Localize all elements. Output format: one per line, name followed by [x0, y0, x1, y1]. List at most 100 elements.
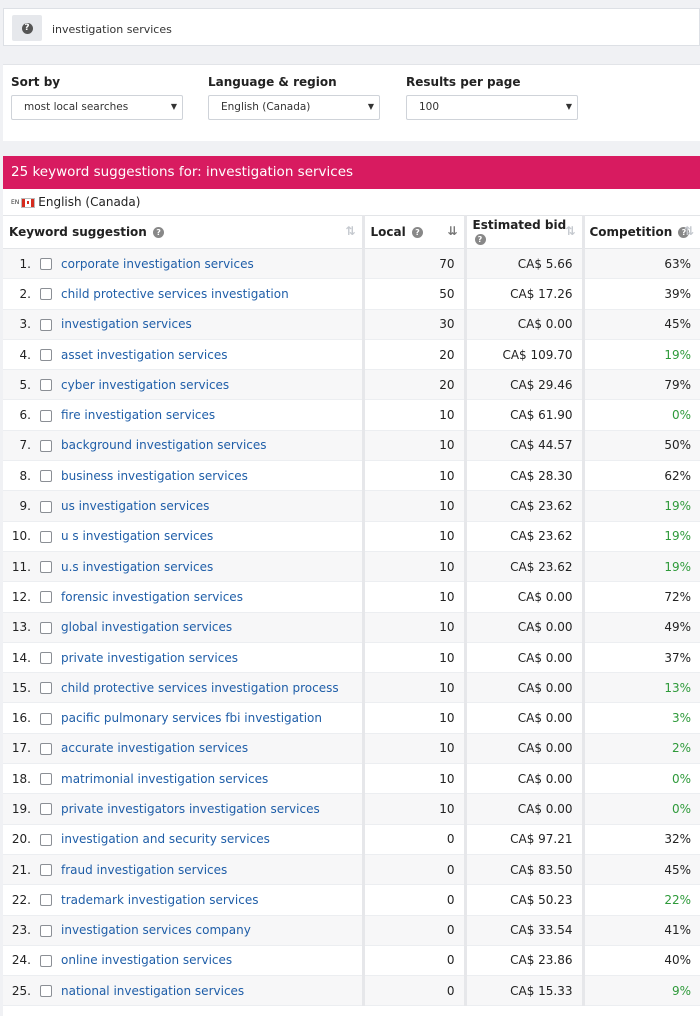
competition-cell: 63% [583, 248, 700, 280]
search-help-button[interactable]: ? [12, 15, 42, 41]
keyword-link[interactable]: investigation and security services [61, 832, 270, 847]
row-checkbox[interactable] [40, 318, 52, 331]
row-checkbox[interactable] [40, 652, 52, 664]
keyword-link[interactable]: background investigation services [61, 438, 267, 453]
row-checkbox[interactable] [40, 621, 52, 634]
keyword-link[interactable]: cyber investigation services [61, 377, 230, 392]
search-input[interactable] [44, 15, 699, 43]
table-row: 8. business investigation services 10 CA$ 2… [3, 460, 700, 492]
keyword-cell: 22. trademark investigation services [3, 884, 365, 916]
keyword-link[interactable]: asset investigation services [61, 347, 228, 362]
keyword-link[interactable]: forensic investigation services [61, 589, 243, 604]
row-checkbox[interactable] [40, 470, 52, 483]
row-checkbox[interactable] [40, 409, 52, 422]
sort-icon[interactable]: ⇅ [683, 224, 694, 238]
sort-icon[interactable]: ⇅ [345, 224, 356, 238]
competition-cell: 2% [583, 733, 700, 765]
keyword-link[interactable]: fraud investigation services [61, 862, 228, 877]
table-row: 17. accurate investigation services 10 CA$ … [3, 733, 700, 765]
filters-panel: Sort by most local searches ▼ Language &… [3, 64, 700, 141]
estimated-bid-cell: CA$ 23.62 [465, 521, 585, 552]
question-icon: ? [411, 227, 423, 238]
row-checkbox[interactable] [40, 954, 52, 967]
keyword-link[interactable]: trademark investigation services [61, 892, 259, 907]
row-checkbox[interactable] [40, 894, 52, 907]
keyword-link[interactable]: child protective services investigation … [61, 680, 339, 695]
keyword-link[interactable]: private investigators investigation serv… [61, 801, 320, 816]
sort-descending-icon[interactable]: ⇊ [447, 224, 458, 238]
keyword-cell: 8. business investigation services [3, 460, 365, 492]
local-searches-cell: 10 [363, 672, 467, 704]
keyword-link[interactable]: child protective services investigation [61, 286, 289, 301]
table-row: 7. background investigation services 10 CA$… [3, 430, 700, 462]
row-checkbox[interactable] [40, 985, 52, 998]
keyword-cell: 18. matrimonial investigation services [3, 763, 365, 795]
row-checkbox[interactable] [40, 530, 52, 543]
keyword-link[interactable]: investigation services company [61, 923, 251, 938]
row-checkbox[interactable] [40, 803, 52, 816]
results-per-page-value: 100 [419, 101, 440, 113]
language-tag: EN [11, 198, 20, 206]
sort-by-select[interactable]: most local searches ▼ [11, 95, 183, 120]
row-checkbox[interactable] [40, 258, 52, 271]
keyword-link[interactable]: global investigation services [61, 620, 233, 635]
row-checkbox[interactable] [40, 924, 52, 937]
sort-icon[interactable]: ⇅ [565, 224, 576, 238]
row-index: 15. [11, 680, 31, 695]
local-searches-cell: 0 [363, 915, 467, 946]
estimated-bid-cell: CA$ 0.00 [465, 672, 585, 704]
competition-cell: 9% [583, 975, 700, 1007]
keyword-link[interactable]: national investigation services [61, 983, 245, 998]
local-searches-cell: 70 [363, 248, 467, 280]
keyword-link[interactable]: fire investigation services [61, 408, 216, 423]
keyword-link[interactable]: accurate investigation services [61, 741, 249, 756]
column-header-bid-label: Estimated bid [472, 218, 567, 232]
keyword-link[interactable]: private investigation services [61, 650, 238, 665]
row-checkbox[interactable] [40, 773, 52, 786]
keyword-link[interactable]: business investigation services [61, 468, 248, 483]
row-index: 19. [11, 801, 31, 816]
keyword-link[interactable]: us investigation services [61, 499, 210, 514]
keyword-link[interactable]: matrimonial investigation services [61, 771, 269, 786]
column-header-bid[interactable]: Estimated bid ? ⇅ [465, 215, 585, 249]
row-checkbox[interactable] [40, 500, 52, 513]
estimated-bid-cell: CA$ 83.50 [465, 854, 585, 886]
results-per-page-filter: Results per page 100 ▼ [406, 75, 578, 120]
local-searches-cell: 10 [363, 490, 467, 522]
row-checkbox[interactable] [40, 439, 52, 452]
keyword-link[interactable]: pacific pulmonary services fbi investiga… [61, 711, 322, 726]
row-checkbox[interactable] [40, 349, 52, 362]
column-header-competition-label: Competition [589, 225, 673, 239]
row-checkbox[interactable] [40, 833, 52, 846]
row-checkbox[interactable] [40, 591, 52, 604]
chevron-down-icon: ▼ [367, 102, 374, 111]
column-header-keyword[interactable]: Keyword suggestion ? ⇅ [3, 215, 365, 249]
row-checkbox[interactable] [40, 742, 52, 755]
keyword-link[interactable]: online investigation services [61, 953, 233, 968]
results-per-page-select[interactable]: 100 ▼ [406, 95, 578, 120]
local-searches-cell: 30 [363, 309, 467, 340]
search-bar: ? [3, 8, 700, 46]
local-searches-cell: 10 [363, 521, 467, 552]
keyword-link[interactable]: corporate investigation services [61, 256, 254, 271]
row-checkbox[interactable] [40, 288, 52, 301]
row-checkbox[interactable] [40, 712, 52, 725]
table-row: 10. u s investigation services 10 CA$ 23.62… [3, 521, 700, 552]
local-searches-cell: 10 [363, 460, 467, 492]
keyword-link[interactable]: investigation services [61, 317, 192, 332]
column-header-local[interactable]: Local ? ⇊ [363, 215, 467, 249]
local-searches-cell: 20 [363, 369, 467, 401]
row-checkbox[interactable] [40, 561, 52, 574]
keyword-link[interactable]: u s investigation services [61, 529, 214, 544]
estimated-bid-cell: CA$ 33.54 [465, 915, 585, 946]
column-header-competition[interactable]: Competition ? ⇅ [583, 215, 700, 249]
estimated-bid-cell: CA$ 0.00 [465, 309, 585, 340]
estimated-bid-cell: CA$ 23.86 [465, 945, 585, 977]
language-region-select[interactable]: English (Canada) ▼ [208, 95, 380, 120]
row-index: 22. [11, 892, 31, 907]
keyword-link[interactable]: u.s investigation services [61, 559, 214, 574]
row-checkbox[interactable] [40, 864, 52, 877]
keyword-cell: 5. cyber investigation services [3, 369, 365, 401]
row-checkbox[interactable] [40, 379, 52, 392]
row-checkbox[interactable] [40, 682, 52, 695]
